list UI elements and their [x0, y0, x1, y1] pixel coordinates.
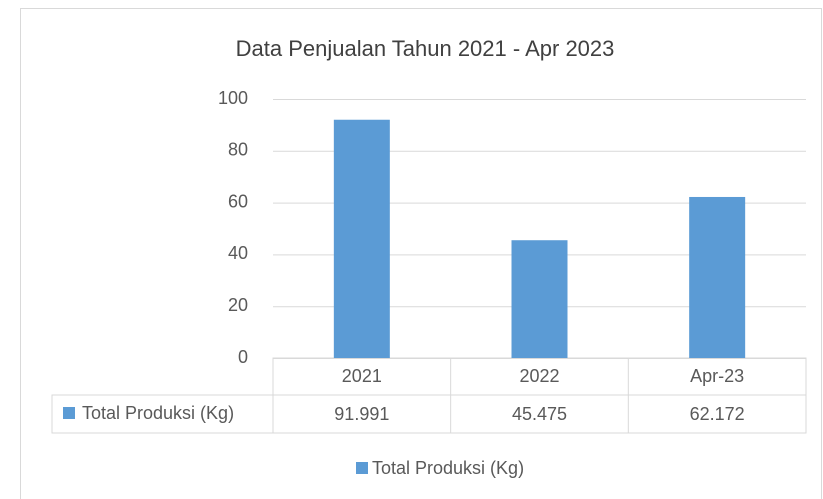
y-tick-label: 100: [218, 88, 248, 108]
y-tick-label: 0: [238, 347, 248, 367]
x-tick-label: 2022: [519, 366, 559, 386]
y-tick-label: 60: [228, 191, 248, 211]
table-value: 91.991: [334, 404, 389, 424]
legend-key: [356, 462, 368, 474]
table-series-name: Total Produksi (Kg): [82, 403, 234, 423]
chart-frame: [20, 8, 822, 499]
x-tick-label: 2021: [342, 366, 382, 386]
bar: [511, 240, 568, 358]
legend-key: [63, 407, 75, 419]
chart-title: Data Penjualan Tahun 2021 - Apr 2023: [236, 36, 615, 61]
x-tick-label: Apr-23: [690, 366, 744, 386]
table-cell: [51, 394, 807, 434]
table-value: 62.172: [690, 404, 745, 424]
table-value: 45.475: [512, 404, 567, 424]
y-tick-label: 40: [228, 243, 248, 263]
legend-label: Total Produksi (Kg): [372, 458, 524, 478]
bar: [689, 196, 746, 358]
bar: [333, 119, 390, 358]
y-tick-label: 20: [228, 295, 248, 315]
y-tick-label: 80: [228, 140, 248, 160]
